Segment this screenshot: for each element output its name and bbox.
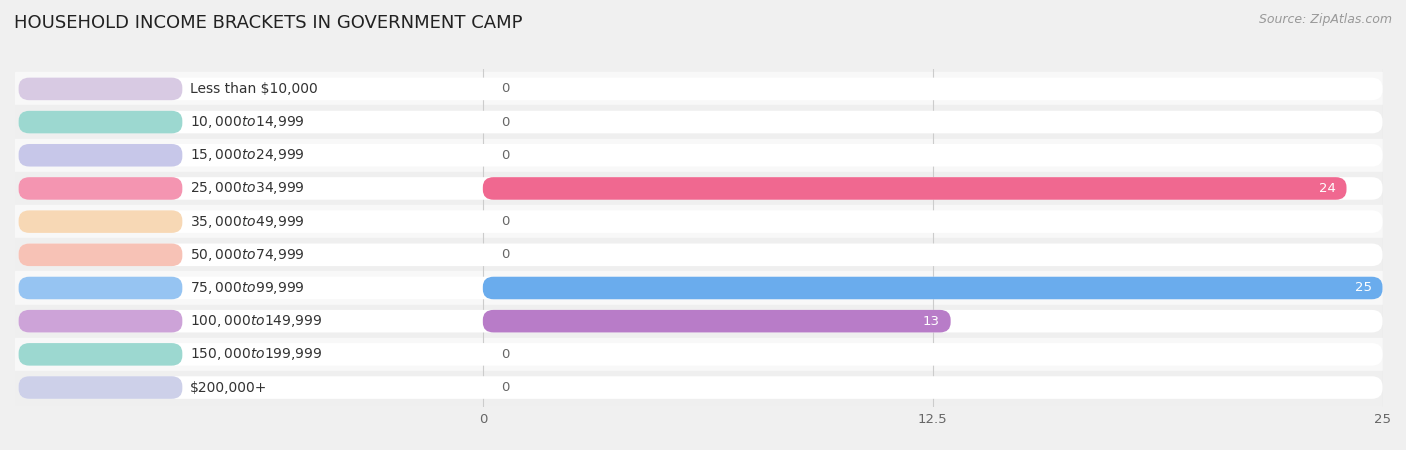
FancyBboxPatch shape [18, 144, 1382, 166]
FancyBboxPatch shape [18, 177, 1382, 200]
FancyBboxPatch shape [18, 277, 183, 299]
Text: $35,000 to $49,999: $35,000 to $49,999 [190, 214, 304, 230]
Text: 13: 13 [922, 315, 939, 328]
FancyBboxPatch shape [18, 343, 1382, 366]
Text: $100,000 to $149,999: $100,000 to $149,999 [190, 313, 322, 329]
FancyBboxPatch shape [18, 78, 1382, 100]
Bar [15, 305, 1382, 338]
Text: $75,000 to $99,999: $75,000 to $99,999 [190, 280, 304, 296]
Text: $200,000+: $200,000+ [190, 381, 267, 395]
FancyBboxPatch shape [18, 376, 1382, 399]
Text: HOUSEHOLD INCOME BRACKETS IN GOVERNMENT CAMP: HOUSEHOLD INCOME BRACKETS IN GOVERNMENT … [14, 14, 523, 32]
Text: $10,000 to $14,999: $10,000 to $14,999 [190, 114, 304, 130]
Bar [15, 205, 1382, 238]
FancyBboxPatch shape [18, 277, 1382, 299]
Text: $150,000 to $199,999: $150,000 to $199,999 [190, 346, 322, 362]
Text: 0: 0 [501, 381, 509, 394]
Text: 0: 0 [501, 215, 509, 228]
Text: $50,000 to $74,999: $50,000 to $74,999 [190, 247, 304, 263]
Bar [15, 238, 1382, 271]
Bar [15, 139, 1382, 172]
Text: 25: 25 [1355, 282, 1372, 294]
FancyBboxPatch shape [18, 310, 183, 333]
Bar [15, 172, 1382, 205]
Text: 0: 0 [501, 82, 509, 95]
FancyBboxPatch shape [18, 78, 183, 100]
FancyBboxPatch shape [482, 177, 1347, 200]
FancyBboxPatch shape [18, 177, 183, 200]
Text: 24: 24 [1319, 182, 1336, 195]
FancyBboxPatch shape [18, 343, 183, 366]
Bar [15, 271, 1382, 305]
FancyBboxPatch shape [18, 210, 183, 233]
FancyBboxPatch shape [482, 310, 950, 333]
Text: $25,000 to $34,999: $25,000 to $34,999 [190, 180, 304, 197]
Bar [15, 105, 1382, 139]
FancyBboxPatch shape [18, 243, 1382, 266]
Text: 0: 0 [501, 116, 509, 129]
Text: 0: 0 [501, 149, 509, 162]
Text: Less than $10,000: Less than $10,000 [190, 82, 318, 96]
FancyBboxPatch shape [18, 144, 183, 166]
FancyBboxPatch shape [18, 243, 183, 266]
Bar [15, 338, 1382, 371]
FancyBboxPatch shape [18, 310, 1382, 333]
FancyBboxPatch shape [18, 376, 183, 399]
Text: 0: 0 [501, 248, 509, 261]
Bar [15, 72, 1382, 105]
FancyBboxPatch shape [18, 210, 1382, 233]
FancyBboxPatch shape [18, 111, 1382, 133]
FancyBboxPatch shape [18, 111, 183, 133]
Text: Source: ZipAtlas.com: Source: ZipAtlas.com [1258, 14, 1392, 27]
Bar [15, 371, 1382, 404]
Text: $15,000 to $24,999: $15,000 to $24,999 [190, 147, 304, 163]
Text: 0: 0 [501, 348, 509, 361]
FancyBboxPatch shape [482, 277, 1382, 299]
